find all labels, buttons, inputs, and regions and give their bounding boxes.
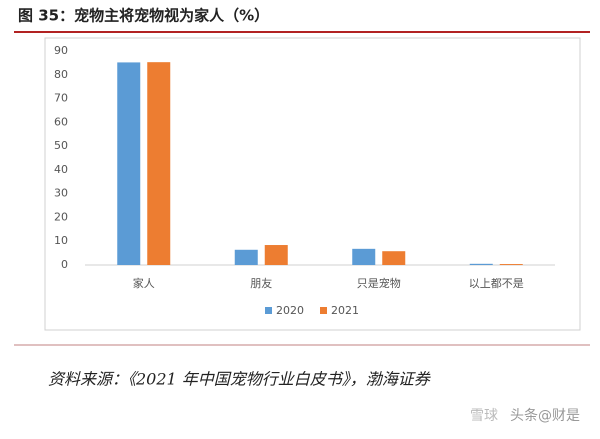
bar bbox=[382, 251, 406, 265]
chart-frame bbox=[44, 37, 581, 331]
y-tick-label: 70 bbox=[54, 92, 68, 105]
legend-label: 2020 bbox=[276, 304, 304, 317]
y-tick-label: 30 bbox=[54, 187, 68, 200]
legend-swatch bbox=[320, 307, 327, 314]
bar bbox=[147, 62, 171, 266]
x-tick-label: 朋友 bbox=[250, 276, 272, 290]
legend-label: 2021 bbox=[331, 304, 359, 317]
y-tick-label: 10 bbox=[54, 234, 68, 247]
legend-swatch bbox=[265, 307, 272, 314]
chart-title: 图 35：宠物主将宠物视为家人（%） bbox=[18, 7, 269, 25]
watermark: 头条@财是 bbox=[510, 407, 580, 424]
y-tick-label: 50 bbox=[54, 139, 68, 152]
bar bbox=[264, 245, 288, 265]
y-tick-label: 90 bbox=[54, 44, 68, 57]
bar bbox=[117, 62, 141, 266]
y-tick-label: 80 bbox=[54, 68, 68, 81]
x-tick-label: 只是宠物 bbox=[357, 276, 401, 290]
bar bbox=[499, 264, 523, 265]
y-tick-label: 40 bbox=[54, 163, 68, 176]
x-tick-label: 以上都不是 bbox=[469, 277, 524, 290]
source: 资料来源：《2021 年中国宠物行业白皮书》，渤海证券 bbox=[48, 370, 432, 389]
y-tick-label: 0 bbox=[61, 258, 68, 271]
y-tick-label: 20 bbox=[54, 210, 68, 223]
watermark: 雪球 bbox=[470, 408, 498, 424]
bar bbox=[469, 263, 493, 265]
y-tick-label: 60 bbox=[54, 115, 68, 128]
bar bbox=[234, 249, 258, 265]
bar bbox=[352, 248, 376, 265]
x-tick-label: 家人 bbox=[133, 276, 155, 290]
